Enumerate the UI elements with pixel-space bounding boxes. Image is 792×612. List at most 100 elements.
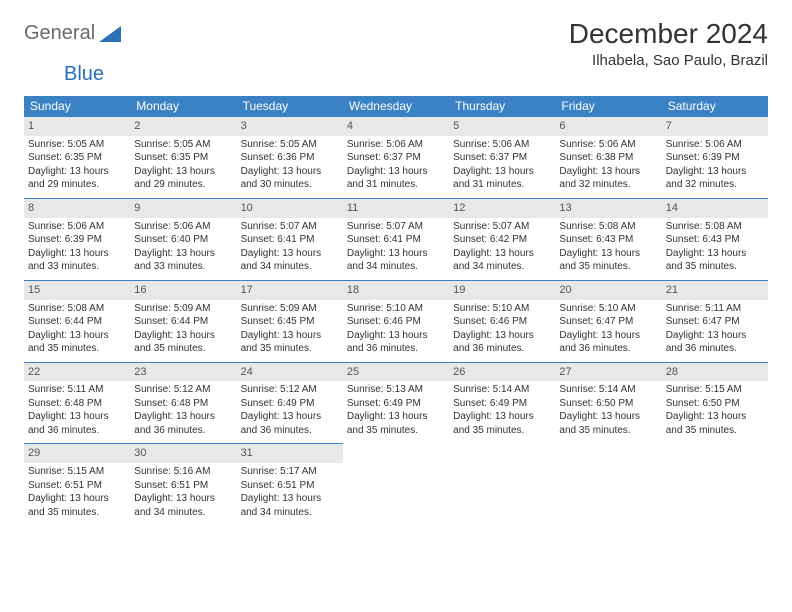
day-content: Sunrise: 5:07 AMSunset: 6:41 PMDaylight:…: [239, 220, 341, 274]
day-number: 17: [237, 281, 343, 300]
day-number: 6: [555, 117, 661, 136]
daylight-line: Daylight: 13 hours and 35 minutes.: [453, 410, 551, 437]
day-content: Sunrise: 5:06 AMSunset: 6:39 PMDaylight:…: [26, 220, 128, 274]
logo-triangle-icon: [99, 26, 121, 42]
day-number: 27: [555, 363, 661, 382]
daylight-line: Daylight: 13 hours and 33 minutes.: [28, 247, 126, 274]
day-number: 8: [24, 199, 130, 218]
sunset-line: Sunset: 6:50 PM: [559, 397, 657, 411]
daylight-line: Daylight: 13 hours and 35 minutes.: [28, 492, 126, 519]
sunset-line: Sunset: 6:39 PM: [28, 233, 126, 247]
day-content: Sunrise: 5:08 AMSunset: 6:43 PMDaylight:…: [557, 220, 659, 274]
sunrise-line: Sunrise: 5:10 AM: [559, 302, 657, 316]
sunrise-line: Sunrise: 5:14 AM: [453, 383, 551, 397]
day-number: 30: [130, 444, 236, 463]
day-content: Sunrise: 5:14 AMSunset: 6:49 PMDaylight:…: [451, 383, 553, 437]
sunrise-line: Sunrise: 5:05 AM: [28, 138, 126, 152]
sunset-line: Sunset: 6:44 PM: [134, 315, 232, 329]
daylight-line: Daylight: 13 hours and 36 minutes.: [666, 329, 764, 356]
day-cell: 17 Sunrise: 5:09 AMSunset: 6:45 PMDayligh…: [237, 280, 343, 362]
sunset-line: Sunset: 6:51 PM: [134, 479, 232, 493]
day-number: 9: [130, 199, 236, 218]
day-cell: 28Sunrise: 5:15 AMSunset: 6:50 PMDayligh…: [662, 362, 768, 444]
sunrise-line: Sunrise: 5:12 AM: [241, 383, 339, 397]
sunset-line: Sunset: 6:47 PM: [666, 315, 764, 329]
day-cell: 21Sunrise: 5:11 AMSunset: 6:47 PMDayligh…: [662, 280, 768, 362]
daylight-line: Daylight: 13 hours and 36 minutes.: [28, 410, 126, 437]
sunrise-line: Sunrise: 5:09 AM: [241, 302, 339, 316]
day-content: Sunrise: 5:06 AMSunset: 6:38 PMDaylight:…: [557, 138, 659, 192]
daylight-line: Daylight: 13 hours and 31 minutes.: [347, 165, 445, 192]
day-content: Sunrise: 5:15 AMSunset: 6:51 PMDaylight:…: [26, 465, 128, 519]
day-number: 15: [24, 281, 130, 300]
daylight-line: Daylight: 13 hours and 35 minutes.: [134, 329, 232, 356]
daylight-line: Daylight: 13 hours and 32 minutes.: [666, 165, 764, 192]
sunset-line: Sunset: 6:40 PM: [134, 233, 232, 247]
empty-cell: [449, 443, 555, 525]
day-content: Sunrise: 5:17 AMSunset: 6:51 PMDaylight:…: [239, 465, 341, 519]
day-header: Tuesday: [237, 96, 343, 116]
day-cell: 18Sunrise: 5:10 AMSunset: 6:46 PMDayligh…: [343, 280, 449, 362]
sunset-line: Sunset: 6:49 PM: [347, 397, 445, 411]
daylight-line: Daylight: 13 hours and 36 minutes.: [134, 410, 232, 437]
day-content: Sunrise: 5:16 AMSunset: 6:51 PMDaylight:…: [132, 465, 234, 519]
daylight-line: Daylight: 13 hours and 35 minutes.: [28, 329, 126, 356]
sunrise-line: Sunrise: 5:05 AM: [241, 138, 339, 152]
sunset-line: Sunset: 6:43 PM: [559, 233, 657, 247]
daylight-line: Daylight: 13 hours and 36 minutes.: [559, 329, 657, 356]
day-number: 7: [662, 117, 768, 136]
page-header: General December 2024 Ilhabela, Sao Paul…: [24, 18, 768, 69]
sunset-line: Sunset: 6:35 PM: [28, 151, 126, 165]
day-header: Saturday: [662, 96, 768, 116]
day-number: 24: [237, 363, 343, 382]
day-content: Sunrise: 5:10 AMSunset: 6:46 PMDaylight:…: [451, 302, 553, 356]
sunset-line: Sunset: 6:37 PM: [347, 151, 445, 165]
sunset-line: Sunset: 6:43 PM: [666, 233, 764, 247]
day-content: Sunrise: 5:10 AMSunset: 6:47 PMDaylight:…: [557, 302, 659, 356]
sunrise-line: Sunrise: 5:13 AM: [347, 383, 445, 397]
day-header: Wednesday: [343, 96, 449, 116]
day-cell: 29Sunrise: 5:15 AMSunset: 6:51 PMDayligh…: [24, 443, 130, 525]
month-title: December 2024: [569, 18, 768, 50]
daylight-line: Daylight: 13 hours and 35 minutes.: [666, 410, 764, 437]
day-cell: 23Sunrise: 5:12 AMSunset: 6:48 PMDayligh…: [130, 362, 236, 444]
day-cell: 5Sunrise: 5:06 AMSunset: 6:37 PMDaylight…: [449, 116, 555, 198]
day-content: Sunrise: 5:06 AMSunset: 6:37 PMDaylight:…: [345, 138, 447, 192]
sunset-line: Sunset: 6:51 PM: [241, 479, 339, 493]
day-number: 2: [130, 117, 236, 136]
day-content: Sunrise: 5:09 AMSunset: 6:44 PMDaylight:…: [132, 302, 234, 356]
sunset-line: Sunset: 6:44 PM: [28, 315, 126, 329]
daylight-line: Daylight: 13 hours and 30 minutes.: [241, 165, 339, 192]
sunset-line: Sunset: 6:38 PM: [559, 151, 657, 165]
empty-cell: [343, 443, 449, 525]
day-number: 22: [24, 363, 130, 382]
day-cell: 12Sunrise: 5:07 AMSunset: 6:42 PMDayligh…: [449, 198, 555, 280]
sunrise-line: Sunrise: 5:06 AM: [134, 220, 232, 234]
day-cell: 20Sunrise: 5:10 AMSunset: 6:47 PMDayligh…: [555, 280, 661, 362]
sunrise-line: Sunrise: 5:09 AM: [134, 302, 232, 316]
sunrise-line: Sunrise: 5:11 AM: [666, 302, 764, 316]
title-block: December 2024 Ilhabela, Sao Paulo, Brazi…: [569, 18, 768, 69]
day-cell: 7Sunrise: 5:06 AMSunset: 6:39 PMDaylight…: [662, 116, 768, 198]
day-cell: 19Sunrise: 5:10 AMSunset: 6:46 PMDayligh…: [449, 280, 555, 362]
day-cell: 27Sunrise: 5:14 AMSunset: 6:50 PMDayligh…: [555, 362, 661, 444]
sunrise-line: Sunrise: 5:08 AM: [28, 302, 126, 316]
day-content: Sunrise: 5:06 AMSunset: 6:40 PMDaylight:…: [132, 220, 234, 274]
sunset-line: Sunset: 6:41 PM: [241, 233, 339, 247]
day-number: 3: [237, 117, 343, 136]
sunrise-line: Sunrise: 5:08 AM: [559, 220, 657, 234]
sunset-line: Sunset: 6:39 PM: [666, 151, 764, 165]
daylight-line: Daylight: 13 hours and 35 minutes.: [559, 247, 657, 274]
day-content: Sunrise: 5:07 AMSunset: 6:42 PMDaylight:…: [451, 220, 553, 274]
day-cell: 11Sunrise: 5:07 AMSunset: 6:41 PMDayligh…: [343, 198, 449, 280]
sunrise-line: Sunrise: 5:06 AM: [559, 138, 657, 152]
sunset-line: Sunset: 6:41 PM: [347, 233, 445, 247]
day-cell: 22Sunrise: 5:11 AMSunset: 6:48 PMDayligh…: [24, 362, 130, 444]
day-content: Sunrise: 5:09 AMSunset: 6:45 PMDaylight:…: [239, 302, 341, 356]
day-number: 16: [130, 281, 236, 300]
sunrise-line: Sunrise: 5:07 AM: [347, 220, 445, 234]
sunset-line: Sunset: 6:46 PM: [453, 315, 551, 329]
day-cell: 14Sunrise: 5:08 AMSunset: 6:43 PMDayligh…: [662, 198, 768, 280]
day-cell: 26Sunrise: 5:14 AMSunset: 6:49 PMDayligh…: [449, 362, 555, 444]
sunrise-line: Sunrise: 5:08 AM: [666, 220, 764, 234]
